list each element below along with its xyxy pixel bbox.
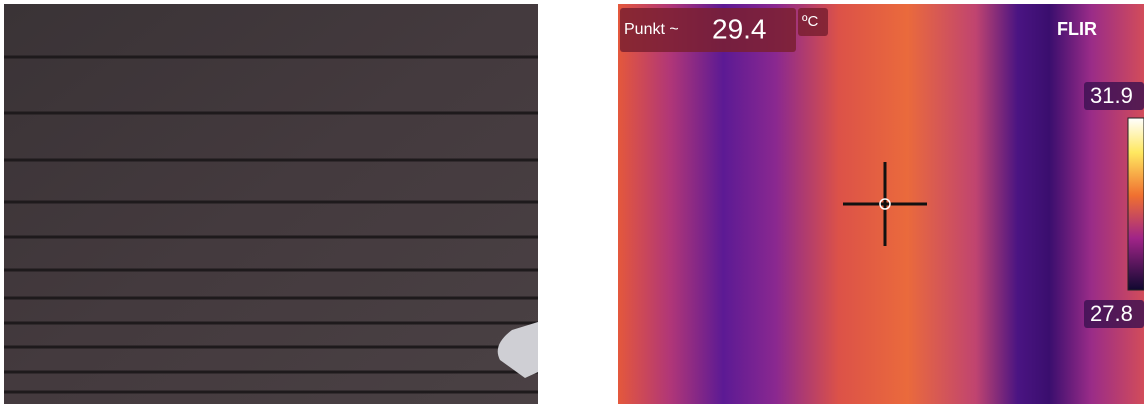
scale-max: 31.9 (1090, 83, 1133, 108)
scale-min: 27.8 (1090, 301, 1133, 326)
spot-label: Punkt ~ (624, 21, 679, 38)
color-scale (1128, 118, 1144, 290)
unit: ºC (802, 13, 818, 30)
thermal-image: Punkt ~ 29.4 ºC FLIR 31.9 27.8 (618, 4, 1144, 404)
visible-photo (4, 4, 538, 404)
spot-value: 29.4 (712, 13, 767, 44)
brand-logo: FLIR (1057, 19, 1097, 39)
image-pair: Punkt ~ 29.4 ºC FLIR 31.9 27.8 (0, 0, 1144, 405)
page: Punkt ~ 29.4 ºC FLIR 31.9 27.8 (() => { … (0, 0, 1144, 405)
